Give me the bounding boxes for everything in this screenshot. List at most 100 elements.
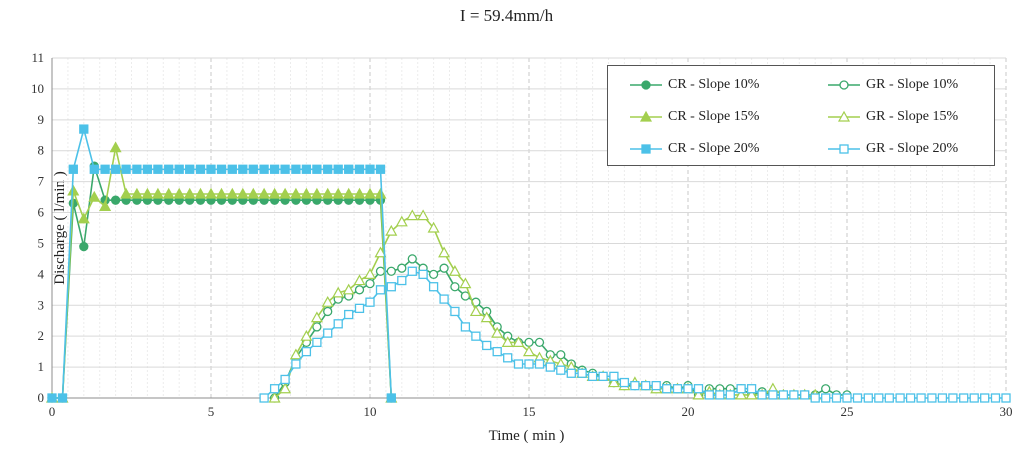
x-tick-label: 25	[841, 404, 854, 419]
data-point	[471, 331, 481, 341]
data-point	[406, 209, 419, 221]
data-point	[374, 246, 387, 258]
data-point	[395, 215, 408, 227]
data-point	[630, 380, 640, 391]
data-point	[524, 337, 534, 348]
data-point	[269, 384, 280, 394]
y-tick-label: 9	[38, 112, 45, 127]
data-point	[556, 365, 566, 375]
data-point	[884, 393, 894, 403]
data-point	[321, 187, 334, 199]
data-point	[236, 187, 249, 199]
legend-label-cr-10: CR - Slope 10%	[668, 77, 760, 92]
data-point	[365, 164, 375, 174]
data-point	[619, 377, 630, 388]
data-point	[534, 337, 545, 348]
data-point	[185, 164, 195, 174]
series-6	[259, 266, 1011, 403]
chart-legend: CR - Slope 10% GR - Slope 10% CR - Slope…	[607, 65, 995, 166]
data-point	[375, 285, 386, 295]
data-point	[164, 164, 174, 174]
data-point	[927, 393, 937, 403]
data-point	[173, 187, 186, 199]
legend-marker-cr-15	[630, 110, 662, 122]
data-point	[607, 376, 620, 388]
data-point	[651, 380, 661, 391]
data-point	[417, 209, 430, 221]
legend-symbol	[839, 80, 849, 90]
data-point	[195, 164, 206, 174]
data-point	[291, 164, 301, 174]
legend-label-gr-15: GR - Slope 15%	[866, 109, 959, 124]
data-point	[354, 303, 365, 314]
data-point	[810, 393, 820, 403]
data-point	[522, 345, 536, 357]
data-point	[312, 164, 322, 174]
series-3	[45, 141, 398, 403]
data-point	[109, 141, 122, 153]
data-point	[280, 164, 290, 174]
data-point	[289, 187, 302, 199]
data-point	[323, 164, 333, 174]
data-point	[323, 306, 333, 317]
data-point	[353, 187, 366, 199]
data-point	[47, 393, 57, 403]
data-point	[641, 380, 651, 391]
legend-symbol	[641, 80, 651, 90]
legend-item-gr-20: GR - Slope 20%	[828, 139, 958, 159]
data-point	[374, 187, 387, 199]
data-point	[79, 241, 89, 252]
data-point	[598, 371, 608, 382]
data-point	[227, 164, 237, 174]
data-point	[874, 393, 884, 403]
legend-marker-gr-10	[828, 80, 860, 90]
data-point	[448, 265, 461, 276]
data-point	[291, 359, 301, 369]
data-point	[501, 336, 514, 347]
data-point	[68, 164, 78, 174]
data-point	[363, 268, 377, 279]
y-tick-label: 6	[38, 205, 45, 220]
data-point	[482, 340, 492, 351]
data-point	[905, 393, 916, 403]
data-point	[300, 329, 313, 341]
y-tick-label: 7	[38, 174, 45, 189]
y-tick-label: 4	[38, 266, 45, 281]
data-point	[662, 384, 672, 394]
data-point	[736, 384, 746, 394]
data-point	[206, 164, 216, 174]
data-point	[332, 286, 345, 298]
legend-symbol	[639, 110, 653, 122]
data-point	[238, 164, 248, 174]
data-point	[438, 246, 451, 258]
y-tick-label: 3	[38, 297, 45, 312]
data-point	[289, 348, 302, 360]
data-point	[450, 282, 460, 292]
data-point	[130, 187, 143, 199]
y-tick-label: 10	[31, 81, 44, 96]
data-point	[344, 309, 354, 320]
data-point	[259, 164, 269, 174]
data-point	[428, 269, 439, 280]
x-axis-label: Time ( min )	[488, 428, 565, 444]
y-tick-label: 2	[38, 328, 45, 343]
legend-label-cr-15: CR - Slope 15%	[668, 109, 760, 124]
x-tick-label: 30	[1000, 404, 1013, 419]
data-point	[439, 263, 449, 273]
data-point	[354, 285, 365, 295]
data-point	[365, 278, 375, 289]
data-point	[353, 274, 366, 286]
data-point	[577, 368, 587, 378]
data-point	[77, 212, 90, 224]
data-point	[937, 393, 948, 403]
data-point	[512, 336, 525, 347]
data-point	[310, 187, 323, 199]
data-point	[174, 164, 184, 174]
data-point	[141, 187, 154, 199]
data-point	[333, 319, 343, 329]
series-line	[52, 147, 393, 399]
data-point	[545, 362, 555, 372]
data-point	[386, 393, 396, 403]
data-point	[279, 382, 292, 394]
